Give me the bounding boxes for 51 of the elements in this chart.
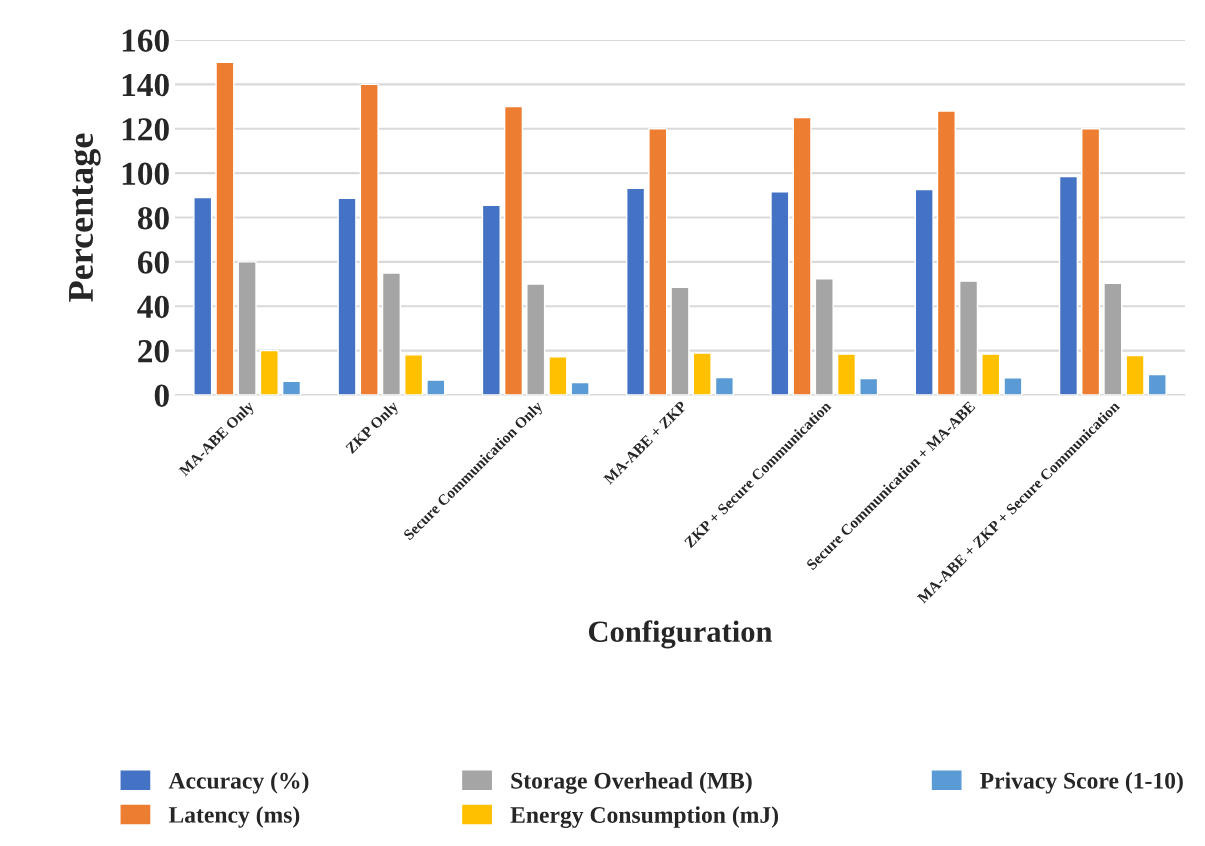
bar	[670, 286, 690, 395]
bar	[481, 204, 501, 395]
bar	[359, 83, 379, 395]
bar	[1125, 354, 1145, 395]
bar	[859, 377, 879, 395]
bar	[626, 187, 646, 395]
y-tick-label: 0	[154, 384, 169, 407]
bar	[548, 356, 568, 395]
y-tick-label: 120	[122, 118, 169, 141]
bar	[1058, 175, 1079, 395]
bar	[281, 380, 302, 395]
bar	[215, 61, 235, 395]
bar	[914, 188, 934, 395]
bar	[714, 376, 734, 395]
y-tick-label: 140	[122, 73, 169, 97]
bar	[936, 110, 956, 395]
bar	[1003, 376, 1023, 395]
y-tick-label: 160	[122, 29, 169, 52]
legend-label: Storage Overhead (MB)	[511, 772, 752, 794]
bar	[337, 197, 357, 395]
bar	[381, 272, 402, 395]
bar	[1147, 373, 1167, 395]
legend-label: Privacy Score (1-10)	[980, 772, 1183, 794]
bar	[814, 278, 834, 395]
x-axis-title: Configuration	[588, 620, 773, 649]
bar	[836, 353, 857, 395]
bar	[770, 191, 790, 395]
bar	[981, 353, 1001, 395]
bar	[958, 280, 979, 395]
y-tick-label: 80	[137, 206, 169, 230]
bar	[1081, 128, 1101, 395]
bar	[526, 283, 546, 395]
bar	[404, 354, 424, 395]
bar	[503, 105, 524, 395]
y-tick-label: 60	[137, 251, 169, 274]
bar	[1103, 282, 1123, 395]
y-tick-label: 100	[122, 162, 169, 186]
bar	[792, 116, 812, 395]
bar	[570, 381, 590, 395]
bar	[259, 349, 279, 395]
bar	[648, 128, 668, 395]
y-tick-label: 20	[138, 340, 169, 363]
bar	[193, 196, 213, 395]
bar	[692, 352, 712, 395]
y-axis-title: Percentage	[69, 133, 101, 302]
legend-label: Energy Consumption (mJ)	[510, 806, 779, 828]
legend-label: Latency (ms)	[168, 806, 300, 828]
bar	[426, 379, 446, 395]
bar	[237, 261, 257, 395]
y-tick-label: 40	[137, 295, 169, 319]
legend-label: Accuracy (%)	[168, 772, 309, 794]
